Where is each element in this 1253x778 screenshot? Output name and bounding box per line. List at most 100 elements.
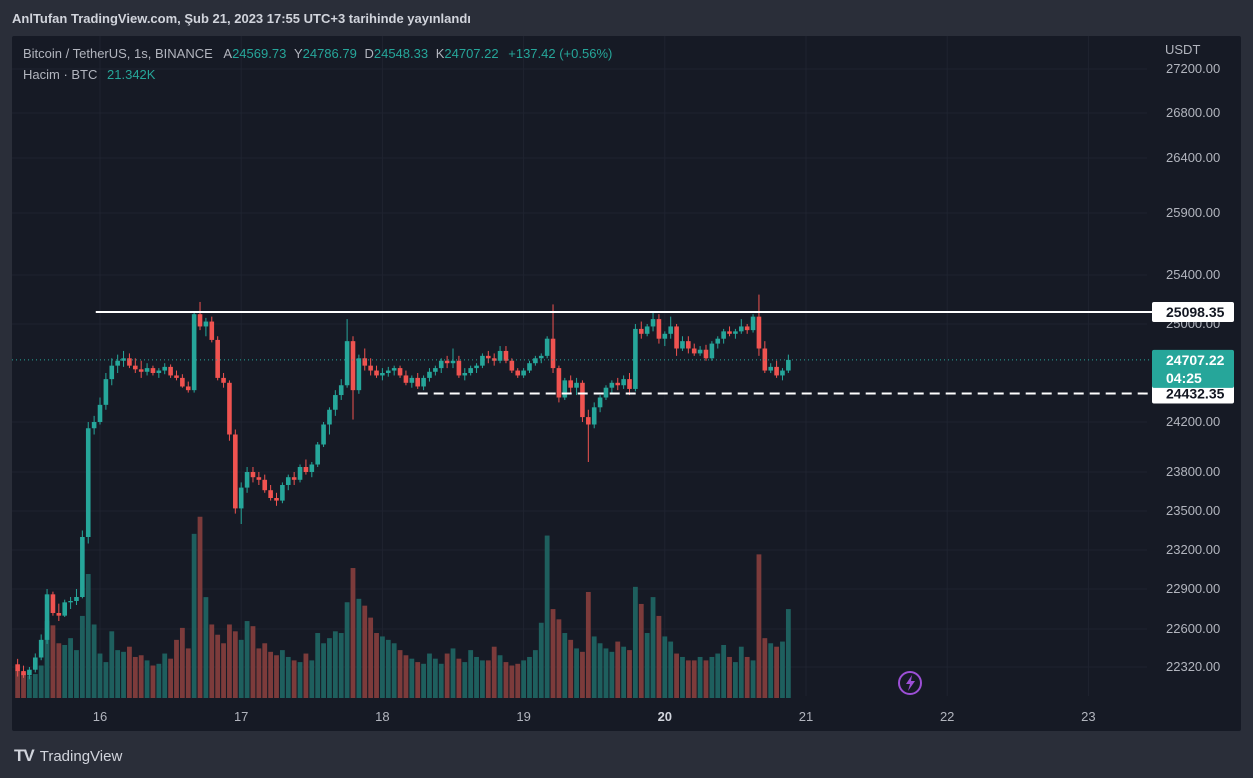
candle-body (774, 366, 779, 376)
tradingview-logo-icon: TV (14, 746, 35, 765)
volume-bar (338, 633, 344, 698)
volume-bar (238, 639, 244, 698)
candle-body (433, 368, 438, 372)
candle-body (680, 341, 685, 349)
low-label: D (364, 46, 374, 61)
candle-body (285, 477, 291, 485)
volume-bar (56, 643, 62, 698)
candle-body (350, 341, 356, 391)
chart-panel[interactable]: 27200.00 26800.00 26400.00 25900.00 25400.00… (12, 36, 1241, 731)
volume-bar (691, 660, 697, 698)
volume-bars (15, 516, 791, 698)
candle-body (156, 370, 162, 373)
volume-bar (709, 656, 715, 698)
volume-bar (268, 651, 274, 698)
volume-value: 21.342K (107, 67, 156, 82)
candle-body (409, 377, 415, 383)
symbol-label[interactable]: Bitcoin / TetherUS, 1s, BINANCE (23, 46, 213, 61)
candle-body (533, 358, 538, 364)
candle-body (586, 417, 591, 425)
candle-body (27, 669, 32, 676)
volume-bar (332, 631, 338, 698)
candle-body (521, 370, 526, 376)
volume-bar (79, 615, 85, 698)
candle-body (627, 379, 632, 389)
candle-body (444, 360, 450, 364)
volume-bar (768, 643, 774, 698)
publication-header: AnlTufan TradingView.com, Şub 21, 2023 1… (12, 11, 471, 26)
candle-body (97, 404, 103, 422)
lightning-icon[interactable] (898, 671, 922, 695)
volume-bar (15, 670, 21, 698)
candle-body (644, 326, 650, 334)
volume-bar (491, 646, 497, 698)
candle-body (503, 350, 509, 361)
footer-brand[interactable]: TV TradingView (14, 746, 122, 766)
volume-bar (438, 663, 444, 698)
x-tick-label: 18 (375, 709, 389, 724)
y-tick-label: 23800.00 (1166, 464, 1220, 479)
candle-body (497, 350, 503, 361)
volume-label[interactable]: Hacim · BTC (23, 67, 98, 82)
candle-body (221, 377, 226, 383)
candle-body (56, 613, 62, 616)
volume-bar (444, 653, 450, 698)
candle-body (403, 375, 409, 383)
volume-bar (697, 656, 703, 698)
volume-bar (50, 625, 56, 698)
volume-bar (279, 650, 285, 698)
candle-body (686, 341, 691, 349)
candle-body (74, 597, 79, 601)
candle-body (44, 594, 50, 640)
volume-bar (527, 656, 532, 698)
volume-bar (221, 643, 226, 698)
candle-body (438, 360, 444, 369)
volume-bar (762, 638, 768, 698)
candle-body (674, 326, 679, 349)
candle-body (668, 326, 673, 334)
candlestick-chart[interactable]: 27200.00 26800.00 26400.00 25900.00 25400.00… (12, 36, 1241, 731)
candle-body (121, 358, 126, 361)
volume-bar (756, 554, 762, 698)
volume-bar (391, 643, 397, 698)
price-badges: 25098.35 24432.35 24707.22 04:25 (1152, 301, 1234, 404)
volume-bar (785, 609, 791, 698)
volume-bar (32, 674, 38, 698)
y-tick-label: 26800.00 (1166, 105, 1220, 120)
volume-bar (480, 660, 485, 698)
y-tick-label: 26400.00 (1166, 150, 1220, 165)
candle-body (280, 485, 285, 501)
candle-body (227, 382, 232, 435)
candle-body (303, 467, 309, 472)
volume-bar (397, 650, 403, 698)
candle-body (715, 338, 721, 344)
brand-name: TradingView (39, 747, 123, 765)
candle-body (397, 368, 403, 376)
volume-bar (203, 597, 209, 698)
volume-bar (74, 650, 79, 698)
candle-body (550, 338, 556, 369)
candle-body (486, 355, 491, 359)
candle-body (562, 380, 568, 398)
volume-bar (662, 636, 668, 698)
volume-bar (715, 653, 721, 698)
volume-bar (274, 655, 279, 698)
volume-bar (362, 605, 368, 698)
volume-bar (91, 624, 97, 698)
volume-bar (197, 516, 203, 698)
volume-bar (179, 627, 185, 698)
candle-body (538, 355, 544, 359)
candle-body (115, 360, 120, 366)
volume-bar (68, 638, 73, 698)
y-tick-label: 25400.00 (1166, 267, 1220, 282)
y-tick-label: 22900.00 (1166, 581, 1220, 596)
volume-bar (350, 568, 356, 698)
candle-body (133, 365, 138, 370)
candle-body (215, 339, 220, 378)
low-value: 24548.33 (373, 46, 429, 61)
candle-body (168, 366, 173, 376)
volume-bar (632, 586, 638, 698)
candle-body (103, 379, 109, 405)
volume-bar (568, 639, 574, 698)
candle-body (391, 368, 397, 371)
